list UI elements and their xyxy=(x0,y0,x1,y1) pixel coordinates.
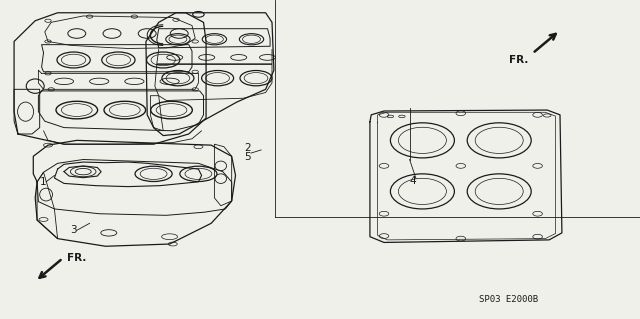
Text: 4: 4 xyxy=(410,176,416,186)
Text: 2: 2 xyxy=(244,143,251,153)
Text: FR.: FR. xyxy=(67,253,86,263)
Text: FR.: FR. xyxy=(509,56,529,65)
Text: SP03 E2000B: SP03 E2000B xyxy=(479,295,538,304)
Text: 1: 1 xyxy=(40,177,46,187)
Text: 3: 3 xyxy=(70,225,77,235)
Text: 5: 5 xyxy=(244,152,251,162)
